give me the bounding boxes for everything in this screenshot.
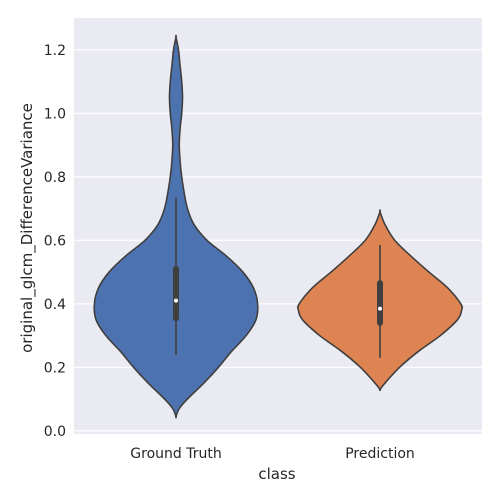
violin-ground-truth (93, 34, 259, 419)
violins (93, 34, 464, 419)
y-tick-label: 0.4 (44, 297, 66, 313)
x-axis-title: class (258, 465, 295, 483)
y-tick-labels: 0.0 0.2 0.4 0.6 0.8 1.0 1.2 (44, 43, 66, 440)
y-tick-label: 1.2 (44, 43, 66, 59)
x-tick-label: Prediction (345, 446, 415, 462)
y-tick-label: 1.0 (44, 106, 66, 122)
violin-prediction (296, 209, 464, 392)
y-tick-label: 0.2 (44, 360, 66, 376)
y-axis-title: original_glcm_DifferenceVariance (18, 103, 37, 353)
x-tick-labels: Ground Truth Prediction (130, 446, 415, 462)
median-marker (378, 306, 382, 311)
plot-background (74, 18, 482, 434)
y-tick-label: 0.0 (44, 424, 66, 440)
y-tick-label: 0.6 (44, 233, 66, 249)
y-tick-label: 0.8 (44, 170, 66, 186)
x-tick-label: Ground Truth (130, 446, 221, 462)
median-marker (174, 298, 178, 303)
